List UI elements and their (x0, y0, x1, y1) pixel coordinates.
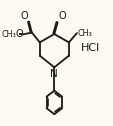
Text: CH₃: CH₃ (1, 30, 16, 39)
Text: O: O (21, 11, 28, 21)
Text: O: O (58, 11, 65, 21)
Text: N: N (50, 69, 58, 78)
Text: O: O (15, 29, 23, 39)
Text: HCl: HCl (81, 43, 100, 53)
Text: CH₃: CH₃ (77, 29, 91, 38)
